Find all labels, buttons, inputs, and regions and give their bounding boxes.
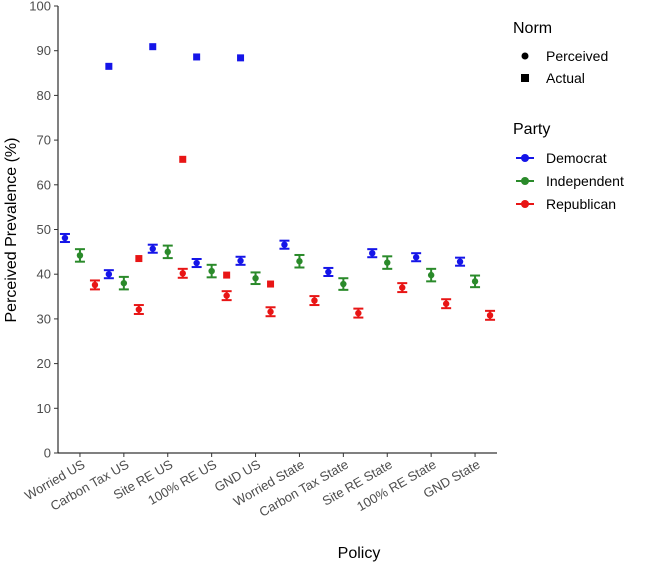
perceived-point — [179, 270, 186, 277]
y-tick-label: 90 — [37, 43, 51, 58]
legend-party-items: Democrat Independent Republican — [516, 150, 624, 212]
perceived-point — [91, 281, 99, 289]
perceived-point — [135, 306, 143, 313]
y-tick-label: 80 — [37, 88, 51, 103]
perceived-point — [369, 249, 376, 257]
y-tick-label: 20 — [37, 356, 51, 371]
y-tick-label: 30 — [37, 311, 51, 326]
legend-party-marker — [521, 154, 529, 162]
perceived-point — [486, 312, 494, 319]
perceived-point — [237, 257, 244, 264]
y-tick-label: 60 — [37, 177, 51, 192]
actual-point — [237, 54, 245, 62]
x-axis-title: Policy — [338, 545, 381, 562]
y-tick-label: 50 — [37, 222, 51, 237]
legend-party-label: Democrat — [546, 150, 607, 166]
perceived-point — [296, 258, 303, 265]
perceived-point — [325, 268, 332, 276]
perceived-point — [355, 309, 362, 317]
legend: Norm Perceived Actual Party Democrat Inde… — [513, 20, 624, 212]
legend-norm-title: Norm — [513, 20, 552, 37]
perceived-point — [412, 254, 420, 261]
legend-party-label: Republican — [546, 196, 616, 212]
actual-point — [179, 155, 187, 163]
perceived-point — [471, 278, 479, 285]
perceived-point — [149, 245, 156, 252]
y-tick-label: 40 — [37, 267, 51, 282]
actual-point — [105, 62, 113, 70]
legend-perceived-label: Perceived — [546, 48, 608, 64]
perceived-point — [456, 258, 464, 265]
perceived-point — [267, 308, 274, 315]
legend-actual-marker — [521, 74, 529, 82]
perceived-point — [61, 234, 69, 242]
actual-point — [223, 271, 231, 279]
perceived-point — [281, 241, 288, 248]
perceived-point — [340, 280, 347, 288]
y-axis-title: Perceived Prevalence (%) — [3, 138, 20, 323]
legend-party-marker — [521, 200, 529, 208]
actual-point — [193, 53, 201, 61]
legend-actual-label: Actual — [546, 70, 585, 86]
perceived-point — [223, 292, 230, 299]
perceived-point — [427, 271, 435, 279]
y-tick-label: 10 — [37, 401, 51, 416]
perceived-point — [384, 259, 391, 266]
actual-point — [267, 280, 275, 288]
actual-point — [135, 255, 143, 263]
y-tick-label: 100 — [29, 0, 51, 14]
actual-point — [149, 43, 157, 51]
perceived-point — [399, 284, 406, 291]
perceived-point — [105, 271, 113, 278]
perceived-point — [164, 248, 171, 256]
legend-perceived-marker — [521, 52, 529, 60]
perceived-point — [193, 259, 200, 267]
perceived-point — [120, 279, 128, 287]
y-tick-label: 70 — [37, 133, 51, 148]
perceived-point — [311, 297, 318, 304]
perceived-point — [252, 275, 259, 282]
perceived-point — [442, 300, 450, 307]
y-tick-label: 0 — [44, 446, 51, 461]
perceived-point — [76, 252, 84, 259]
perceived-point — [208, 267, 215, 275]
legend-party-title: Party — [513, 121, 550, 138]
legend-party-label: Independent — [546, 173, 624, 189]
legend-party-marker — [521, 177, 529, 185]
